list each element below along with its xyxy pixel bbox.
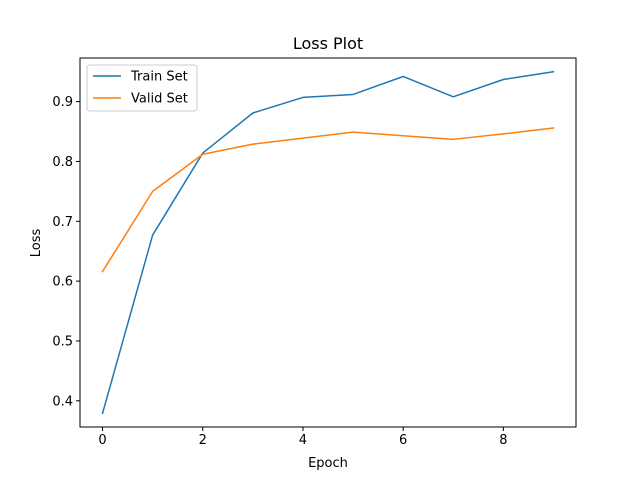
x-axis-title: Epoch [308,456,348,471]
y-tick-label: 0.7 [52,215,73,230]
legend: Train Set Valid Set [86,64,198,112]
y-tick-label: 0.5 [52,334,73,349]
legend-label-train-set: Train Set [130,70,188,85]
y-tick-label: 0.8 [52,155,73,170]
x-axis: 0 2 4 6 8 [98,427,507,448]
y-axis: 0.4 0.5 0.6 0.7 0.8 0.9 [52,95,80,409]
x-tick-label: 2 [199,433,207,448]
y-axis-title: Loss [29,229,44,258]
series-lines [101,70,555,415]
series-line-valid-set [101,127,555,273]
axes-frame [79,57,577,428]
y-tick-label: 0.4 [52,394,73,409]
x-tick-label: 4 [299,433,307,448]
series-line-train-set [101,70,555,415]
legend-label-valid-set: Valid Set [131,92,188,107]
x-tick-label: 6 [399,433,407,448]
chart-title: Loss Plot [293,34,363,53]
y-tick-label: 0.6 [52,275,73,290]
y-tick-label: 0.9 [52,95,73,110]
x-tick-label: 0 [98,433,106,448]
x-tick-label: 8 [499,433,507,448]
